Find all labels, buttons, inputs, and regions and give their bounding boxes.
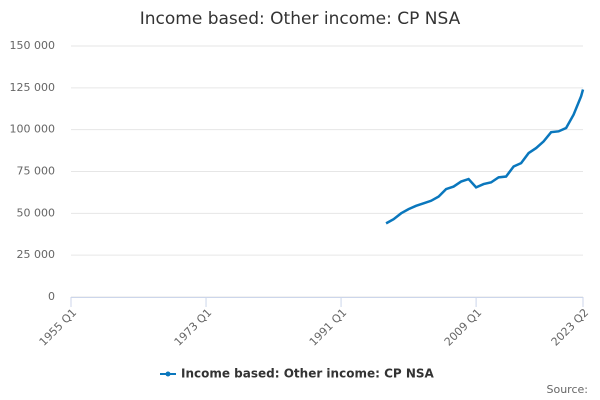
legend-marker — [165, 371, 171, 377]
x-tick-label: 1991 Q1 — [307, 306, 350, 349]
legend-label: Income based: Other income: CP NSA — [181, 367, 435, 381]
x-tick-label: 1973 Q1 — [172, 306, 215, 349]
y-tick-label: 75 000 — [17, 165, 56, 178]
line — [385, 89, 585, 225]
x-tick-label: 2023 Q2 — [549, 306, 592, 349]
chart-title: Income based: Other income: CP NSA — [140, 9, 461, 29]
y-tick-label: 50 000 — [17, 206, 56, 219]
y-tick-label: 150 000 — [10, 39, 56, 52]
y-tick-label: 0 — [48, 290, 55, 303]
y-tick-label: 100 000 — [10, 123, 56, 136]
x-tick-label: 2009 Q1 — [442, 306, 485, 349]
y-tick-label: 125 000 — [10, 81, 56, 94]
source: Source: — [547, 383, 589, 396]
x-tick-label: 1955 Q1 — [37, 306, 80, 349]
y-tick-label: 25 000 — [17, 248, 56, 261]
